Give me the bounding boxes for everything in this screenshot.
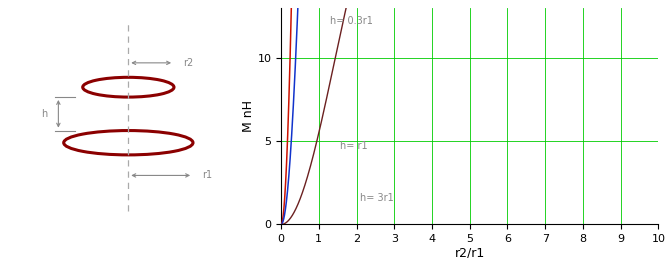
Text: h= 0.3r1: h= 0.3r1 <box>330 16 373 26</box>
Y-axis label: M nH: M nH <box>241 100 255 132</box>
Text: r2: r2 <box>183 58 194 68</box>
Text: h= 3r1: h= 3r1 <box>360 193 394 203</box>
Text: h= r1: h= r1 <box>340 141 367 151</box>
Text: r1: r1 <box>202 171 212 180</box>
X-axis label: r2/r1: r2/r1 <box>455 247 485 258</box>
Text: h: h <box>41 109 48 119</box>
